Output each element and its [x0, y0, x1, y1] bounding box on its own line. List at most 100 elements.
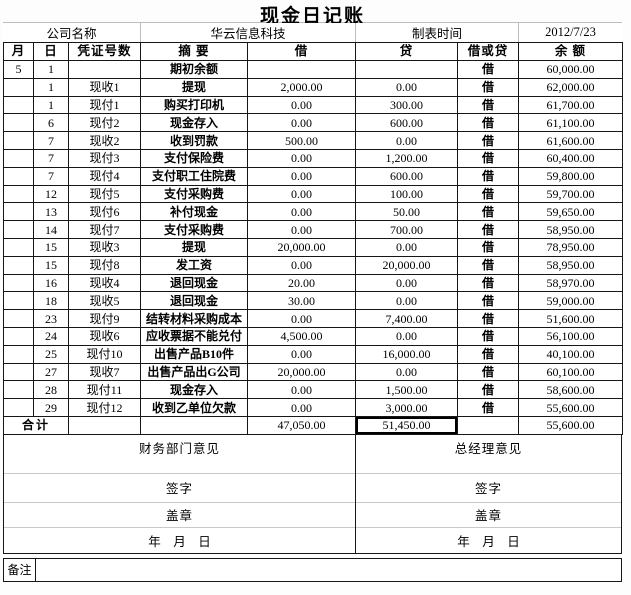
cell-day[interactable]: 15: [33, 255, 69, 275]
cell-voucher[interactable]: 现付6: [68, 202, 141, 222]
cell-voucher[interactable]: 现付8: [68, 255, 141, 275]
cell-debit[interactable]: 0.00: [247, 380, 356, 400]
cell-dc[interactable]: 借: [457, 362, 519, 382]
cell-day[interactable]: 28: [33, 380, 69, 400]
cell-day[interactable]: 16: [33, 273, 69, 293]
cell-month[interactable]: [3, 398, 34, 417]
cell-debit[interactable]: 0.00: [247, 309, 356, 328]
cell-summary[interactable]: 提现: [140, 77, 248, 97]
cell-month[interactable]: [3, 326, 34, 346]
manager-seal-cell[interactable]: 盖章: [356, 501, 621, 527]
cell-summary[interactable]: 支付采购费: [140, 220, 248, 239]
col-header-dc[interactable]: 借或贷: [457, 42, 519, 61]
cell-dc[interactable]: 借: [457, 380, 519, 400]
cell-day[interactable]: 1: [33, 77, 69, 97]
cell-summary[interactable]: 出售产品B10件: [140, 344, 248, 364]
total-label-cell[interactable]: 合计: [3, 415, 69, 435]
cell-credit[interactable]: 1,500.00: [355, 380, 458, 400]
cell-summary[interactable]: 提现: [140, 237, 248, 257]
total-credit-cell-selected[interactable]: 51,450.00: [355, 415, 458, 435]
cell-voucher[interactable]: 现付12: [68, 398, 141, 417]
cell-debit[interactable]: 4,500.00: [247, 326, 356, 346]
cell-day[interactable]: 25: [33, 344, 69, 364]
cell-credit[interactable]: 16,000.00: [355, 344, 458, 364]
cell-summary[interactable]: 期初余额: [140, 60, 248, 79]
cell-month[interactable]: [3, 95, 34, 115]
cell-voucher[interactable]: 现收2: [68, 131, 141, 150]
cell-dc[interactable]: 借: [457, 398, 519, 417]
cell-voucher[interactable]: 现收3: [68, 237, 141, 257]
cell-debit[interactable]: 0.00: [247, 344, 356, 364]
cell-day[interactable]: 27: [33, 362, 69, 382]
company-name-value[interactable]: 华云信息科技: [140, 23, 355, 42]
cell-month[interactable]: [3, 362, 34, 382]
cell-dc[interactable]: 借: [457, 77, 519, 97]
cell-month[interactable]: 5: [3, 60, 34, 79]
cell-balance[interactable]: 58,970.00: [518, 273, 623, 293]
cell-credit[interactable]: 20,000.00: [355, 255, 458, 275]
cell-month[interactable]: [3, 380, 34, 400]
cell-dc[interactable]: 借: [457, 273, 519, 293]
cell-voucher[interactable]: 现收7: [68, 362, 141, 382]
cell-summary[interactable]: 现金存入: [140, 113, 248, 133]
cell-dc[interactable]: 借: [457, 255, 519, 275]
cell-month[interactable]: [3, 255, 34, 275]
cell-summary[interactable]: 收到罚款: [140, 131, 248, 150]
cell-day[interactable]: 13: [33, 202, 69, 222]
cell-summary[interactable]: 购买打印机: [140, 95, 248, 115]
cell-month[interactable]: [3, 220, 34, 239]
cell-credit[interactable]: 7,400.00: [355, 309, 458, 328]
cell-day[interactable]: 7: [33, 148, 69, 168]
cell-day[interactable]: 24: [33, 326, 69, 346]
cell-summary[interactable]: 发工资: [140, 255, 248, 275]
cell-day[interactable]: 6: [33, 113, 69, 133]
cell-debit[interactable]: 0.00: [247, 202, 356, 222]
cell-month[interactable]: [3, 131, 34, 150]
cell-summary[interactable]: 支付职工住院费: [140, 166, 248, 186]
cell-dc[interactable]: 借: [457, 291, 519, 311]
cell-debit[interactable]: 500.00: [247, 131, 356, 150]
cell-day[interactable]: 12: [33, 184, 69, 204]
cell-debit[interactable]: [247, 60, 356, 79]
cell-dc[interactable]: 借: [457, 95, 519, 115]
cell-credit[interactable]: 300.00: [355, 95, 458, 115]
cell-month[interactable]: [3, 77, 34, 97]
cell-summary[interactable]: 现金存入: [140, 380, 248, 400]
cell-debit[interactable]: 0.00: [247, 113, 356, 133]
cell-balance[interactable]: 61,700.00: [518, 95, 623, 115]
cell-balance[interactable]: 60,000.00: [518, 60, 623, 79]
cell-credit[interactable]: [355, 60, 458, 79]
cell-dc[interactable]: 借: [457, 113, 519, 133]
cell-dc[interactable]: 借: [457, 326, 519, 346]
col-header-month[interactable]: 月: [3, 42, 34, 61]
cell-voucher[interactable]: 现付11: [68, 380, 141, 400]
cell-voucher[interactable]: 现收1: [68, 77, 141, 97]
col-header-day[interactable]: 日: [33, 42, 69, 61]
col-header-voucher[interactable]: 凭证号数: [68, 42, 141, 61]
cell-debit[interactable]: 20,000.00: [247, 237, 356, 257]
cell-voucher[interactable]: 现付2: [68, 113, 141, 133]
cell-debit[interactable]: 30.00: [247, 291, 356, 311]
finance-opinion-cell[interactable]: 财务部门意见: [138, 441, 220, 456]
cell-balance[interactable]: 51,600.00: [518, 309, 623, 328]
cell-month[interactable]: [3, 309, 34, 328]
cell-dc[interactable]: 借: [457, 131, 519, 150]
cell-dc[interactable]: 借: [457, 148, 519, 168]
cell-balance[interactable]: 61,100.00: [518, 113, 623, 133]
cell-summary[interactable]: 退回现金: [140, 291, 248, 311]
total-summary-cell[interactable]: [140, 415, 248, 435]
cell-balance[interactable]: 58,950.00: [518, 255, 623, 275]
cell-credit[interactable]: 0.00: [355, 273, 458, 293]
cell-month[interactable]: [3, 184, 34, 204]
cell-summary[interactable]: 支付采购费: [140, 184, 248, 204]
cell-voucher[interactable]: 现付10: [68, 344, 141, 364]
cell-voucher[interactable]: 现收4: [68, 273, 141, 293]
cell-credit[interactable]: 1,200.00: [355, 148, 458, 168]
cell-balance[interactable]: 78,950.00: [518, 237, 623, 257]
cell-day[interactable]: 23: [33, 309, 69, 328]
cell-voucher[interactable]: [68, 60, 141, 79]
cell-day[interactable]: 15: [33, 237, 69, 257]
total-debit-cell[interactable]: 47,050.00: [247, 415, 356, 435]
cell-balance[interactable]: 60,100.00: [518, 362, 623, 382]
cell-balance[interactable]: 59,000.00: [518, 291, 623, 311]
